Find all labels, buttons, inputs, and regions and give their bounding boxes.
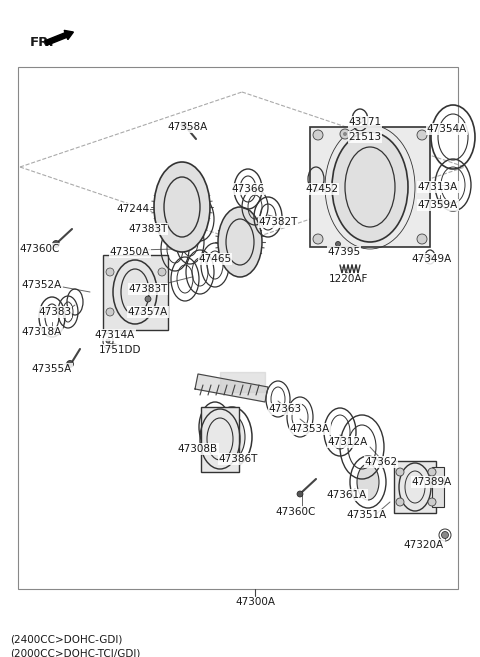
Text: 47351A: 47351A [347,510,387,520]
Circle shape [106,268,114,276]
Text: 47352A: 47352A [22,280,62,290]
Circle shape [428,498,436,506]
Circle shape [428,255,432,259]
Text: 47353A: 47353A [290,424,330,434]
Text: 47383T: 47383T [128,224,168,234]
FancyBboxPatch shape [103,254,168,330]
Ellipse shape [218,207,262,277]
Text: 47313A: 47313A [418,182,458,192]
Text: 47362: 47362 [364,457,397,467]
Ellipse shape [357,464,379,500]
Circle shape [67,361,73,367]
Text: 47395: 47395 [327,247,360,257]
Circle shape [340,129,350,139]
Circle shape [437,199,443,205]
Text: 47358A: 47358A [168,122,208,132]
Text: (2400CC>DOHC-GDI): (2400CC>DOHC-GDI) [10,635,122,645]
Circle shape [357,117,363,123]
Text: 47465: 47465 [198,254,231,264]
Circle shape [313,234,323,244]
Text: 47300A: 47300A [235,597,275,607]
Circle shape [396,498,404,506]
Text: 47314A: 47314A [95,330,135,340]
Text: 47320A: 47320A [404,540,444,550]
FancyArrow shape [45,30,73,45]
FancyBboxPatch shape [201,407,239,472]
Text: 47349A: 47349A [412,254,452,264]
Text: 47386T: 47386T [218,454,258,464]
Text: 1751DD: 1751DD [99,345,141,355]
Text: 47383T: 47383T [128,284,168,294]
Text: 47354A: 47354A [427,124,467,134]
Text: 47360C: 47360C [20,244,60,254]
Text: 47360C: 47360C [276,507,316,517]
Text: 47363: 47363 [268,404,301,414]
Circle shape [429,476,435,482]
Text: 47318A: 47318A [22,327,62,337]
Text: 47382T: 47382T [258,217,298,227]
Circle shape [442,532,448,539]
Circle shape [158,308,166,316]
Text: 47452: 47452 [305,184,338,194]
Text: 47389A: 47389A [412,477,452,487]
Text: FR.: FR. [30,35,55,49]
Circle shape [417,234,427,244]
Text: 43171: 43171 [348,117,382,127]
Ellipse shape [154,162,210,252]
Circle shape [428,468,436,476]
Circle shape [145,296,151,302]
Circle shape [106,308,114,316]
Text: 47366: 47366 [231,184,264,194]
Bar [18,67,458,589]
Text: 47361A: 47361A [327,490,367,500]
Text: 47350A: 47350A [110,247,150,257]
Text: 47357A: 47357A [128,307,168,317]
Polygon shape [195,374,268,402]
Ellipse shape [332,132,408,242]
Circle shape [336,242,340,246]
Text: 47308B: 47308B [178,444,218,454]
Circle shape [297,491,303,497]
Circle shape [106,339,110,343]
Circle shape [158,268,166,276]
FancyBboxPatch shape [432,467,444,507]
Circle shape [396,468,404,476]
Circle shape [313,130,323,140]
Text: 21513: 21513 [348,132,382,142]
Text: 1220AF: 1220AF [328,274,368,284]
Text: 47244: 47244 [117,204,150,214]
Circle shape [181,122,187,128]
Circle shape [417,130,427,140]
Text: 47355A: 47355A [32,364,72,374]
Text: 47312A: 47312A [328,437,368,447]
Circle shape [343,132,347,136]
Ellipse shape [219,415,245,459]
Text: 47359A: 47359A [418,200,458,210]
Text: (2000CC>DOHC-TCI/GDI): (2000CC>DOHC-TCI/GDI) [10,649,140,657]
Circle shape [52,240,60,248]
FancyBboxPatch shape [394,461,436,513]
Text: 47383: 47383 [38,307,72,317]
FancyBboxPatch shape [310,127,430,247]
